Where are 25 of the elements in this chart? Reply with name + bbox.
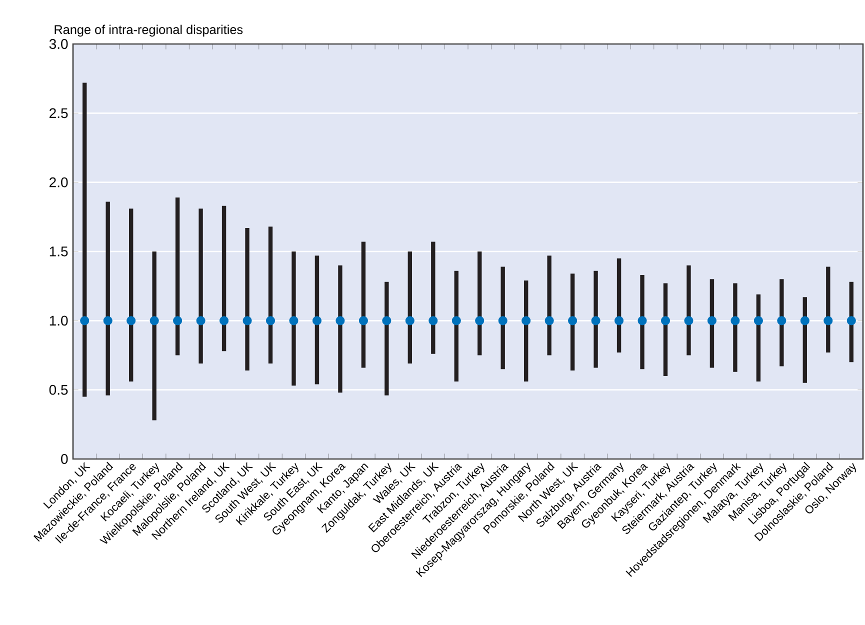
- bar: [245, 228, 250, 370]
- bar: [106, 202, 110, 396]
- y-tick-label: 3.0: [49, 39, 68, 49]
- bar: [152, 251, 156, 420]
- bar: [222, 206, 226, 352]
- y-tick-label: 1.0: [50, 316, 68, 326]
- y-axis-title: Range of intra-regional disparities: [54, 24, 243, 37]
- bar: [547, 256, 552, 356]
- bar: [640, 275, 644, 370]
- bar: [129, 208, 134, 382]
- y-tick-label: 1.5: [50, 246, 68, 256]
- bar: [686, 265, 691, 356]
- bar: [292, 251, 296, 386]
- bar: [594, 270, 598, 368]
- bar: [268, 226, 273, 364]
- bar: [733, 283, 738, 372]
- y-tick-label: 0.5: [49, 384, 68, 395]
- y-tick-label: 2.5: [50, 108, 68, 118]
- bar: [175, 198, 180, 356]
- y-tick-label: 2.0: [50, 177, 68, 188]
- bar: [338, 265, 342, 393]
- bar: [82, 82, 87, 397]
- y-tick-label: 0: [61, 454, 68, 464]
- bar: [384, 282, 389, 396]
- bar: [198, 208, 203, 364]
